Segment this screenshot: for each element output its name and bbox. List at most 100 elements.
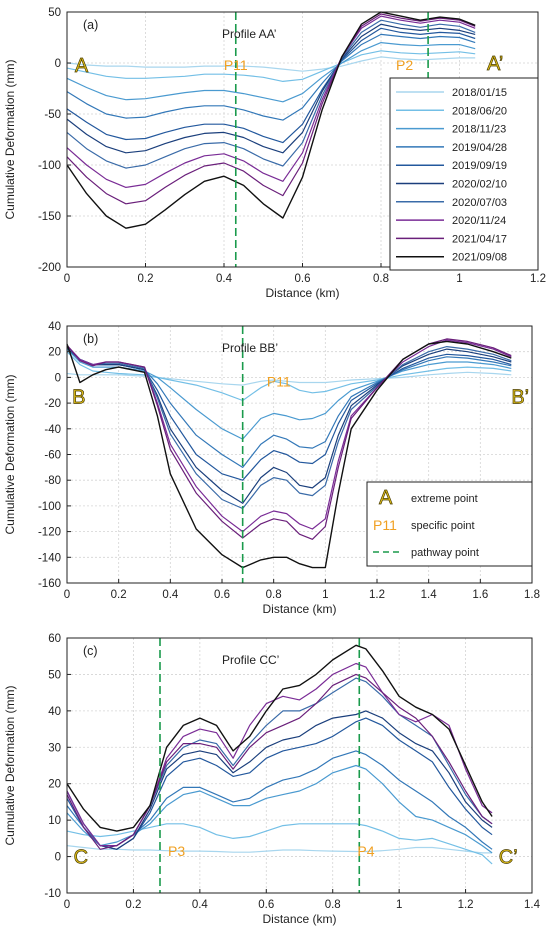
y-axis-label: Cumulative Deformation (mm) — [3, 374, 17, 534]
y-tick-label: -50 — [44, 109, 61, 121]
y-tick-label: 40 — [48, 321, 61, 333]
series-line-2019-09-19 — [66, 27, 476, 144]
y-tick-label: -20 — [44, 398, 61, 410]
specific-point-label: P4 — [357, 843, 374, 859]
x-tick-label: 1 — [322, 589, 328, 601]
x-tick-label: 1.2 — [369, 589, 385, 601]
y-tick-label: 0 — [55, 852, 61, 864]
y-tick-label: 0 — [55, 372, 61, 384]
panel-3: 0 0.2 0.4 0.6 0.8 1 1.2 1.46050403020100-10Dist… — [3, 633, 541, 926]
legend-label: 2018/01/15 — [452, 87, 507, 99]
legend-label: 2021/04/17 — [452, 233, 507, 245]
series-line-2018-01-15 — [66, 56, 476, 72]
x-tick-label: 1.2 — [530, 273, 546, 285]
legend-label: 2021/09/08 — [452, 252, 507, 264]
profile-title: Profile CC’ — [222, 653, 279, 667]
series-line-2018-11-23 — [66, 348, 512, 440]
y-tick-label: -140 — [38, 552, 61, 564]
y-tick-label: 0 — [55, 58, 61, 70]
x-tick-label: 0.8 — [373, 273, 389, 285]
x-tick-label: 0.8 — [266, 589, 282, 601]
x-tick-label: 0.6 — [258, 899, 274, 911]
series-line-2018-01-15 — [66, 845, 493, 854]
panel-2: 0 0.2 0.4 0.6 0.8 1 1.2 1.4 1.6 1.8 40 20 0 -20 -40 -60… — [3, 321, 540, 616]
series-line-2020-02-10 — [66, 346, 512, 504]
series-line-2020-07-03 — [66, 19, 476, 169]
specific-point-label: P2 — [396, 57, 413, 73]
panel-label: (c) — [83, 644, 98, 658]
extreme-point-label: A’ — [487, 53, 503, 75]
legend-label: extreme point — [411, 493, 478, 505]
x-tick-label: 1.4 — [421, 589, 438, 601]
panel-label: (a) — [83, 18, 98, 32]
legend-label: 2018/06/20 — [452, 105, 507, 117]
y-tick-label: 40 — [48, 706, 61, 718]
y-tick-label: -10 — [44, 888, 61, 900]
y-tick-label: -100 — [38, 501, 61, 513]
x-tick-label: 0.2 — [111, 589, 127, 601]
y-tick-label: -120 — [38, 527, 61, 539]
y-tick-label: -150 — [38, 211, 61, 223]
extreme-point-label: B’ — [511, 387, 529, 409]
profile-title: Profile AA’ — [222, 27, 276, 41]
y-tick-label: 50 — [48, 669, 61, 681]
legend-label: 2019/09/19 — [452, 160, 507, 172]
plot-frame — [66, 637, 533, 894]
y-tick-label: 10 — [48, 815, 61, 827]
x-tick-label: 1.4 — [524, 899, 541, 911]
x-tick-label: 1.6 — [472, 589, 488, 601]
legend-label: 2020/02/10 — [452, 179, 507, 191]
legend-label: 2020/11/24 — [452, 215, 506, 227]
x-tick-label: 0.8 — [325, 899, 341, 911]
series-line-2021-09-08 — [66, 11, 476, 229]
y-tick-label: -60 — [44, 450, 61, 462]
x-tick-label: 0.6 — [295, 273, 311, 285]
x-axis-label: Distance (km) — [262, 602, 336, 616]
panel-1: 0 0.2 0.4 0.6 0.8 1 1.2 50 0 -50 -100 -150 -200 Dista… — [3, 7, 546, 300]
extreme-point-label: C’ — [499, 847, 518, 869]
x-tick-label: 0.4 — [192, 899, 209, 911]
specific-point-label: P3 — [168, 843, 185, 859]
series-line-2018-06-20 — [66, 50, 476, 83]
legend-label: 2020/07/03 — [452, 197, 507, 209]
legend: 2018/01/15 2018/06/20 2018/11/23 2019/04/28… — [389, 77, 539, 271]
y-tick-label: -160 — [38, 578, 61, 590]
y-tick-label: -200 — [38, 262, 61, 274]
y-tick-label: 60 — [48, 633, 61, 645]
profile-title: Profile BB’ — [222, 341, 278, 355]
x-tick-label: 1.2 — [458, 899, 474, 911]
x-tick-label: 1 — [396, 899, 402, 911]
y-tick-label: -80 — [44, 475, 61, 487]
series-line-2019-09-19 — [66, 717, 493, 850]
y-axis-label: Cumulative Deformation (mm) — [3, 685, 17, 845]
x-tick-label: 1.8 — [524, 589, 540, 601]
x-tick-label: 0.2 — [138, 273, 154, 285]
legend-extreme-symbol: A — [379, 487, 393, 509]
x-tick-label: 0.2 — [125, 899, 141, 911]
x-tick-label: 0.4 — [216, 273, 233, 285]
series-line-2018-06-20 — [66, 351, 512, 402]
specific-point-label: P11 — [224, 57, 248, 73]
series-line-2021-04-17 — [66, 673, 493, 850]
legend-label: specific point — [411, 520, 475, 532]
series-line-2020-02-10 — [66, 710, 493, 850]
x-tick-label: 0 — [64, 899, 70, 911]
series-line-2018-11-23 — [66, 764, 493, 854]
extreme-point-label: C — [74, 847, 88, 869]
series-line-2020-11-24 — [66, 15, 476, 188]
series-line-2021-09-08 — [66, 644, 493, 832]
y-tick-label: 50 — [48, 7, 61, 19]
x-tick-label: 0.4 — [162, 589, 179, 601]
x-axis-label: Distance (km) — [265, 286, 339, 300]
extreme-point-label: B — [72, 387, 85, 409]
y-tick-label: -100 — [38, 160, 61, 172]
series-line-2018-06-20 — [66, 823, 493, 865]
series-line-2021-04-17 — [66, 13, 476, 205]
x-tick-label: 0.6 — [214, 589, 230, 601]
series-line-2019-04-28 — [66, 750, 493, 850]
y-tick-label: 30 — [48, 742, 61, 754]
x-tick-label: 0 — [64, 273, 70, 285]
x-tick-label: 1 — [456, 273, 462, 285]
